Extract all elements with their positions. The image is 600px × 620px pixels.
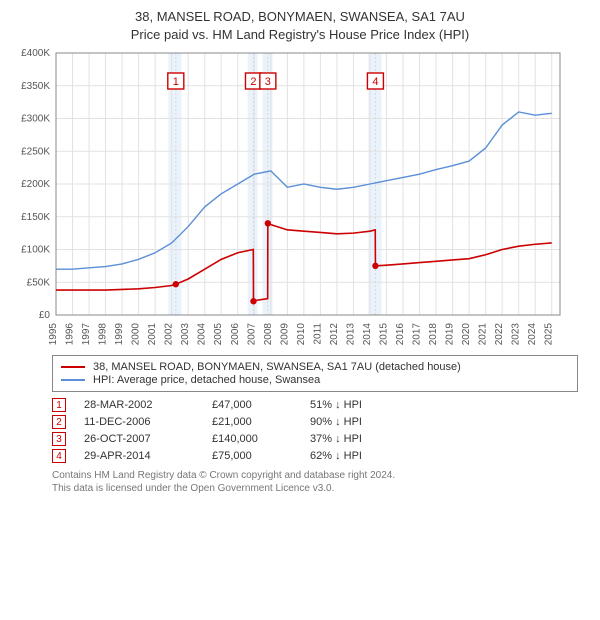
svg-text:2019: 2019 (445, 323, 456, 346)
title-subtitle: Price paid vs. HM Land Registry's House … (10, 26, 590, 44)
transaction-date: 26-OCT-2007 (84, 433, 194, 445)
svg-text:2006: 2006 (230, 323, 241, 346)
transaction-hpi: 51% ↓ HPI (310, 399, 400, 411)
svg-text:1: 1 (173, 76, 179, 88)
transaction-hpi: 90% ↓ HPI (310, 416, 400, 428)
transaction-date: 29-APR-2014 (84, 450, 194, 462)
transaction-row: 1 28-MAR-2002 £47,000 51% ↓ HPI (52, 398, 578, 412)
svg-text:1999: 1999 (114, 323, 125, 346)
svg-text:2012: 2012 (329, 323, 340, 346)
svg-text:2005: 2005 (213, 323, 224, 346)
svg-text:2025: 2025 (544, 323, 555, 346)
svg-text:£350K: £350K (21, 81, 50, 92)
svg-text:2022: 2022 (494, 323, 505, 346)
svg-text:2008: 2008 (263, 323, 274, 346)
svg-text:2015: 2015 (378, 323, 389, 346)
svg-text:2023: 2023 (511, 323, 522, 346)
svg-text:1995: 1995 (48, 323, 59, 346)
svg-text:£100K: £100K (21, 245, 50, 256)
transaction-hpi: 62% ↓ HPI (310, 450, 400, 462)
svg-text:2013: 2013 (345, 323, 356, 346)
title-address: 38, MANSEL ROAD, BONYMAEN, SWANSEA, SA1 … (10, 8, 590, 26)
svg-text:2: 2 (250, 76, 256, 88)
transaction-price: £140,000 (212, 433, 292, 445)
svg-text:2007: 2007 (246, 323, 257, 346)
svg-text:1997: 1997 (81, 323, 92, 346)
chart-titles: 38, MANSEL ROAD, BONYMAEN, SWANSEA, SA1 … (10, 8, 590, 43)
svg-text:2011: 2011 (312, 323, 323, 345)
transaction-marker: 1 (52, 398, 66, 412)
legend: 38, MANSEL ROAD, BONYMAEN, SWANSEA, SA1 … (52, 355, 578, 392)
svg-text:1996: 1996 (65, 323, 76, 346)
footer-line-2: This data is licensed under the Open Gov… (52, 482, 578, 495)
legend-row: 38, MANSEL ROAD, BONYMAEN, SWANSEA, SA1 … (61, 361, 569, 373)
svg-text:3: 3 (265, 76, 271, 88)
svg-text:2010: 2010 (296, 323, 307, 346)
transaction-marker: 3 (52, 432, 66, 446)
legend-label: HPI: Average price, detached house, Swan… (93, 374, 320, 386)
transaction-date: 11-DEC-2006 (84, 416, 194, 428)
legend-row: HPI: Average price, detached house, Swan… (61, 374, 569, 386)
transaction-row: 2 11-DEC-2006 £21,000 90% ↓ HPI (52, 415, 578, 429)
svg-text:£300K: £300K (21, 114, 50, 125)
svg-text:£0: £0 (39, 310, 51, 321)
svg-text:2014: 2014 (362, 323, 373, 346)
footer-line-1: Contains HM Land Registry data © Crown c… (52, 469, 578, 482)
transaction-marker: 4 (52, 449, 66, 463)
svg-text:4: 4 (372, 76, 378, 88)
legend-swatch (61, 366, 85, 368)
svg-text:2017: 2017 (412, 323, 423, 346)
svg-text:£400K: £400K (21, 49, 50, 59)
legend-label: 38, MANSEL ROAD, BONYMAEN, SWANSEA, SA1 … (93, 361, 461, 373)
transaction-price: £21,000 (212, 416, 292, 428)
transaction-row: 3 26-OCT-2007 £140,000 37% ↓ HPI (52, 432, 578, 446)
price-chart: £0 £50K £100K £150K £200K £250K £300K £350K £400… (10, 49, 570, 349)
svg-text:2000: 2000 (131, 323, 142, 346)
transactions-table: 1 28-MAR-2002 £47,000 51% ↓ HPI 2 11-DEC-2006… (52, 398, 578, 463)
transaction-price: £47,000 (212, 399, 292, 411)
footer-attribution: Contains HM Land Registry data © Crown c… (52, 469, 578, 495)
svg-text:2016: 2016 (395, 323, 406, 346)
chart-area: £0 £50K £100K £150K £200K £250K £300K £350K £400… (10, 49, 590, 349)
svg-text:2004: 2004 (197, 323, 208, 346)
svg-text:£250K: £250K (21, 146, 50, 157)
transaction-date: 28-MAR-2002 (84, 399, 194, 411)
svg-text:£50K: £50K (27, 277, 51, 288)
transaction-row: 4 29-APR-2014 £75,000 62% ↓ HPI (52, 449, 578, 463)
svg-text:2009: 2009 (279, 323, 290, 346)
svg-text:2001: 2001 (147, 323, 158, 346)
svg-text:£150K: £150K (21, 212, 50, 223)
svg-text:£200K: £200K (21, 179, 50, 190)
svg-text:2018: 2018 (428, 323, 439, 346)
svg-text:2002: 2002 (164, 323, 175, 346)
svg-text:2003: 2003 (180, 323, 191, 346)
svg-text:2020: 2020 (461, 323, 472, 346)
svg-text:2021: 2021 (478, 323, 489, 346)
transaction-price: £75,000 (212, 450, 292, 462)
svg-text:2024: 2024 (527, 323, 538, 346)
transaction-hpi: 37% ↓ HPI (310, 433, 400, 445)
transaction-marker: 2 (52, 415, 66, 429)
svg-text:1998: 1998 (98, 323, 109, 346)
legend-swatch (61, 379, 85, 381)
